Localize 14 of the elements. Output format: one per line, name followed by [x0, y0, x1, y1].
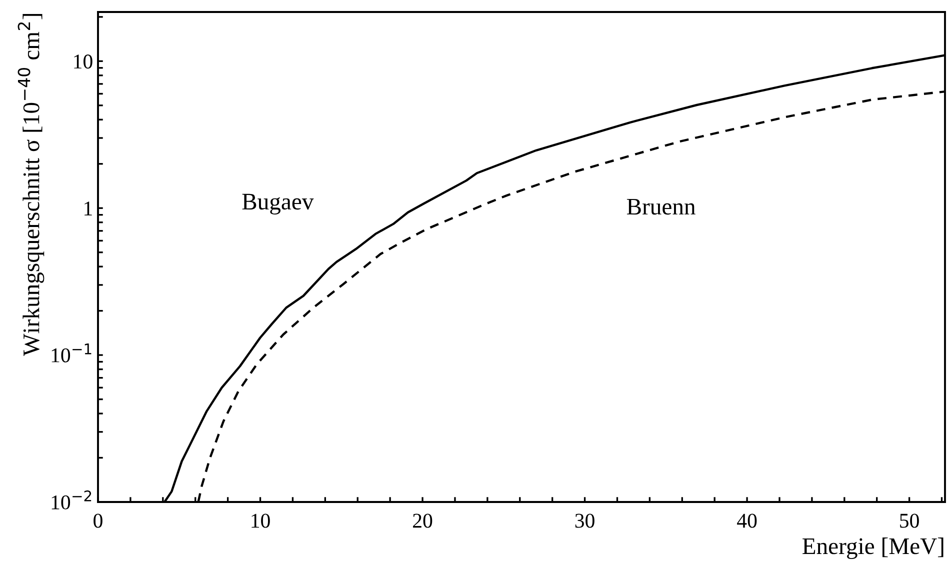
x-tick-label: 30	[575, 514, 594, 528]
x-tick-label: 20	[413, 514, 432, 528]
text: Bugaev	[242, 194, 314, 214]
series-label: Bruenn	[626, 198, 696, 215]
y-tick-label: 10$^{−2}$	[52, 490, 92, 510]
y-tick-label: 10$^{−1}$	[52, 344, 92, 362]
y-axis-title: Wirkungsquerschnitt σ [10$^{−40}$ cm$^{2}$]	[18, 14, 44, 356]
x-tick-label: 10	[252, 514, 270, 528]
x-tick-label: 0	[94, 514, 102, 528]
x-tick-label: 40	[737, 514, 757, 528]
y-tick-label: 10	[74, 54, 92, 69]
x-axis-title: Energie [MeV]	[802, 538, 944, 560]
x-tick-label: 50	[900, 514, 919, 528]
y-tick-label: 1	[84, 202, 92, 216]
